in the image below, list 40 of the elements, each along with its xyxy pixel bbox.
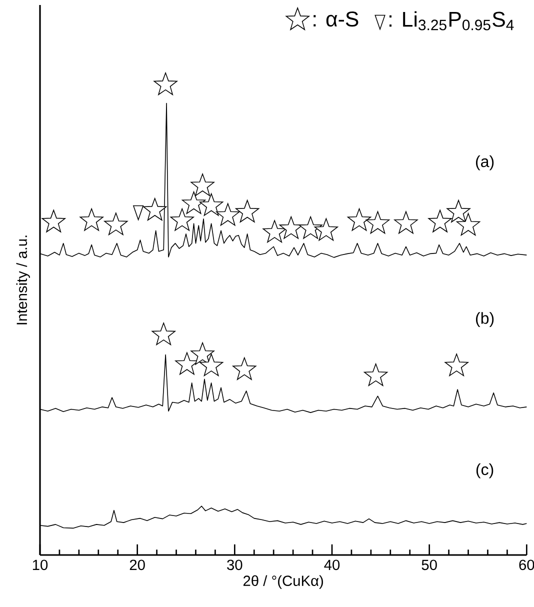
point — [428, 210, 452, 232]
point — [42, 210, 66, 232]
legend-label: : α-S — [314, 11, 358, 27]
point — [262, 220, 286, 243]
point — [199, 193, 224, 216]
point — [394, 211, 418, 234]
point — [236, 200, 260, 222]
point — [80, 208, 104, 231]
x-tick-label: 40 — [324, 560, 340, 570]
point — [232, 357, 256, 380]
point — [182, 191, 206, 214]
x-axis-title: 2θ / °(CuKα) — [243, 575, 323, 589]
point — [444, 354, 468, 376]
point — [298, 216, 322, 239]
point — [364, 363, 388, 386]
annotation: (b) — [476, 312, 494, 328]
x-tick-label: 50 — [422, 560, 437, 570]
x-tick-label: 20 — [130, 560, 145, 570]
x-tick-label: 10 — [32, 560, 48, 570]
x-tick-label: 30 — [227, 560, 242, 570]
point — [170, 208, 194, 231]
x-tick-label: 60 — [519, 560, 534, 570]
point — [314, 218, 338, 241]
point — [456, 213, 480, 236]
point — [366, 211, 390, 234]
point — [190, 174, 214, 196]
annotation: (c) — [476, 463, 494, 478]
point — [104, 212, 128, 236]
point — [199, 354, 224, 376]
annotation: (a) — [476, 155, 494, 170]
y-axis-title: Intensity / a.u. — [16, 236, 30, 324]
point — [190, 342, 214, 365]
point — [143, 198, 167, 221]
point — [446, 200, 470, 222]
point — [347, 208, 372, 231]
point — [154, 72, 178, 96]
legend-label: : Li$_{3.25}$P$_{0.95}$S$_{4}$ — [389, 11, 514, 30]
point — [152, 322, 176, 346]
point — [216, 203, 240, 226]
point — [279, 216, 303, 239]
